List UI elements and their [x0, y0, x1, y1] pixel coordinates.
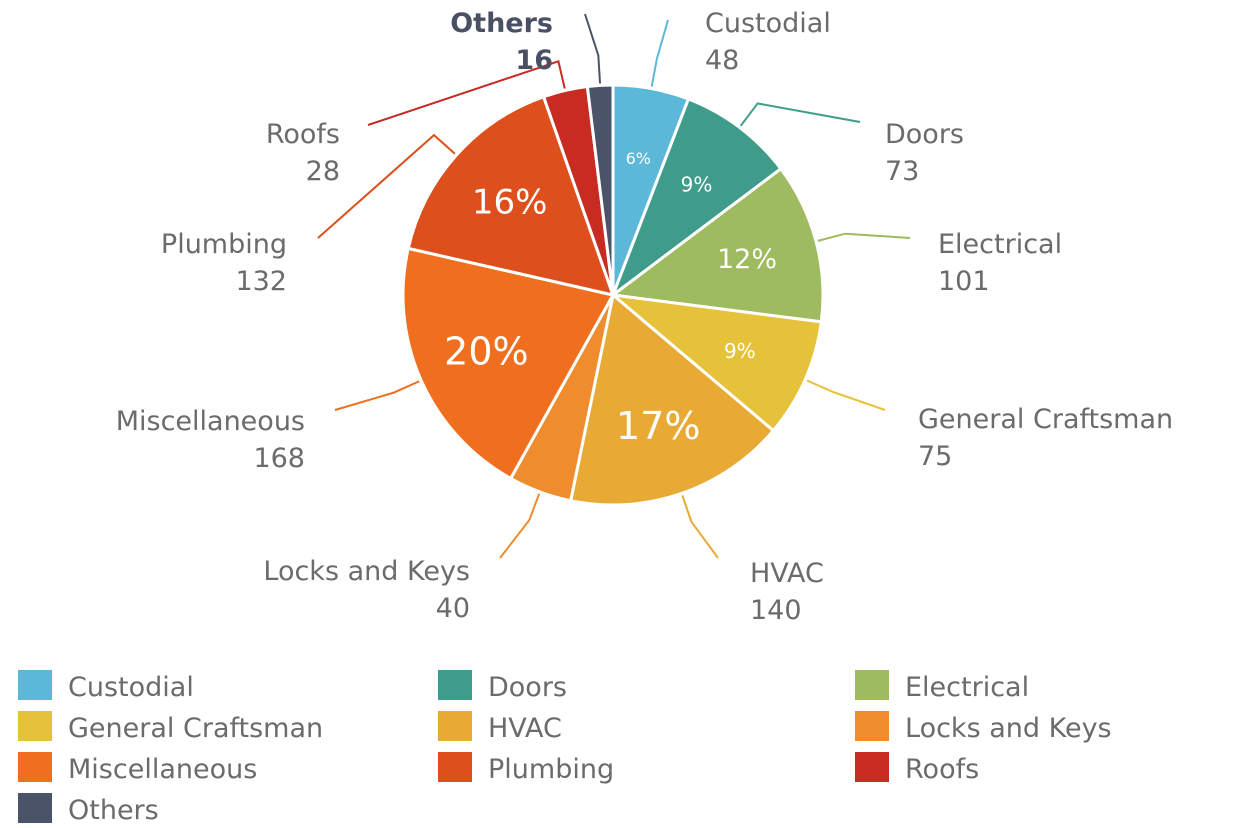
slice-general-craftsman[interactable] [608, 292, 823, 433]
legend-swatch-miscellaneous [18, 752, 52, 782]
leader-line-custodial [650, 19, 669, 87]
slice-electrical[interactable] [609, 166, 825, 324]
leader-line-electrical [817, 232, 911, 242]
legend-swatch-general-craftsman [18, 711, 52, 741]
callout-value-others: 16 [515, 45, 553, 76]
leader-line-locks-and-keys [499, 493, 541, 559]
callout-value-general-craftsman: 75 [918, 441, 952, 472]
callout-name-others: Others [450, 8, 553, 39]
pct-label-electrical: 12% [717, 244, 777, 275]
leader-line-general-craftsman [806, 379, 886, 411]
slice-plumbing[interactable] [406, 94, 616, 298]
pie-slices [401, 83, 825, 507]
callout-value-locks-and-keys: 40 [436, 593, 470, 624]
legend-item-others[interactable]: Others [68, 795, 159, 826]
pct-label-general-craftsman: 9% [724, 339, 756, 363]
legend-item-general-craftsman[interactable]: General Craftsman [68, 713, 323, 744]
callout-value-miscellaneous: 168 [253, 443, 305, 474]
legend-item-hvac[interactable]: HVAC [488, 713, 562, 744]
legend-swatch-hvac [438, 711, 472, 741]
callout-name-roofs: Roofs [266, 119, 340, 150]
legend-item-doors[interactable]: Doors [488, 672, 567, 703]
legend-item-miscellaneous[interactable]: Miscellaneous [68, 754, 257, 785]
callout-name-hvac: HVAC [750, 558, 824, 589]
slice-miscellaneous[interactable] [401, 246, 616, 481]
pct-label-plumbing: 16% [472, 183, 548, 223]
leader-line-doors [739, 102, 861, 127]
pct-label-hvac: 17% [616, 404, 700, 448]
callout-value-plumbing: 132 [235, 266, 287, 297]
pct-label-doors: 9% [681, 172, 713, 196]
callout-value-hvac: 140 [750, 595, 802, 626]
legend-item-locks-and-keys[interactable]: Locks and Keys [905, 713, 1112, 744]
pie-callouts: Custodial 48 Doors 73 Electrical 101 General C… [116, 8, 1173, 626]
callout-name-general-craftsman: General Craftsman [918, 404, 1173, 435]
leader-line-miscellaneous [334, 380, 420, 411]
legend-swatch-locks-and-keys [855, 711, 889, 741]
legend-swatch-roofs [855, 752, 889, 782]
callout-name-locks-and-keys: Locks and Keys [263, 556, 470, 587]
leader-line-roofs [367, 60, 566, 126]
pie-percent-labels: 6% 9% 12% 9% 17% 20% 16% [444, 149, 777, 448]
leader-line-plumbing [317, 133, 456, 239]
callout-name-custodial: Custodial [705, 8, 831, 39]
slice-hvac[interactable] [568, 292, 776, 507]
leader-line-hvac [681, 495, 719, 559]
legend-swatch-electrical [855, 670, 889, 700]
callout-name-plumbing: Plumbing [161, 229, 287, 260]
legend-swatch-plumbing [438, 752, 472, 782]
callout-value-custodial: 48 [705, 45, 739, 76]
callout-name-electrical: Electrical [938, 229, 1062, 260]
leader-line-others [584, 13, 602, 84]
legend-item-roofs[interactable]: Roofs [905, 754, 979, 785]
pct-label-custodial: 6% [626, 149, 651, 168]
callout-value-roofs: 28 [306, 156, 340, 187]
legend-swatch-others [18, 793, 52, 823]
legend-swatch-doors [438, 670, 472, 700]
legend-item-custodial[interactable]: Custodial [68, 672, 194, 703]
legend-swatch-custodial [18, 670, 52, 700]
legend-item-plumbing[interactable]: Plumbing [488, 754, 614, 785]
legend-item-electrical[interactable]: Electrical [905, 672, 1029, 703]
pct-label-miscellaneous: 20% [444, 329, 528, 373]
callout-value-doors: 73 [885, 156, 919, 187]
slice-others[interactable] [585, 83, 615, 296]
callout-value-electrical: 101 [938, 266, 990, 297]
slice-doors[interactable] [609, 97, 783, 300]
callout-name-miscellaneous: Miscellaneous [116, 406, 305, 437]
legend: Custodial Doors Electrical General Craftsma… [18, 670, 1112, 826]
callout-name-doors: Doors [885, 119, 964, 150]
